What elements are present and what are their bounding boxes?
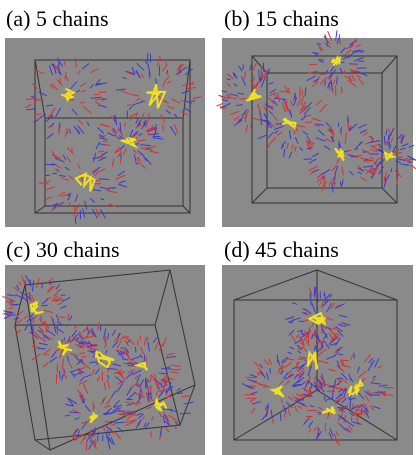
side-chain (298, 359, 307, 360)
side-chain (396, 157, 402, 158)
panel-image (222, 265, 413, 455)
side-chain (108, 333, 109, 339)
side-chain (245, 113, 246, 123)
side-chain (356, 155, 362, 156)
side-chain (86, 441, 87, 451)
side-chain (146, 357, 147, 363)
side-chain (167, 70, 168, 74)
side-chain (60, 371, 61, 379)
panel-label: (a) 5 chains (6, 6, 109, 31)
side-chain (42, 283, 43, 288)
side-chain (99, 179, 110, 180)
side-chain (113, 364, 117, 365)
side-chain (270, 368, 271, 374)
panel-label: (c) 30 chains (6, 237, 120, 262)
side-chain (166, 388, 167, 393)
figure: (a) 5 chains (b) 15 chains (c) 30 chains… (0, 0, 416, 455)
side-chain (259, 70, 260, 80)
side-chain (150, 375, 151, 382)
side-chain (52, 173, 57, 174)
panel-image (5, 38, 205, 227)
panel-label: (d) 45 chains (224, 237, 339, 262)
side-chain (333, 129, 334, 140)
side-chain (147, 53, 148, 62)
side-chain (68, 314, 69, 320)
side-chain (72, 148, 73, 152)
panel-image (217, 30, 416, 227)
side-chain (304, 159, 312, 160)
side-chain (302, 313, 307, 314)
panel-image (2, 265, 205, 455)
side-chain (103, 145, 110, 146)
side-chain (98, 432, 99, 441)
side-chain (170, 411, 178, 412)
side-chain (41, 315, 42, 320)
side-chain (302, 90, 303, 95)
side-chain (341, 87, 342, 93)
side-chain (140, 335, 141, 340)
side-chain (384, 136, 385, 145)
side-chain (277, 355, 278, 363)
side-chain (129, 415, 138, 416)
side-chain (88, 351, 96, 352)
side-chain (30, 292, 31, 297)
side-chain (383, 387, 394, 388)
side-chain (305, 122, 313, 123)
side-chain (280, 413, 281, 421)
side-chain (314, 287, 315, 296)
side-chain (118, 411, 126, 412)
side-chain (100, 325, 101, 331)
side-chain (98, 92, 106, 93)
panel-label: (b) 15 chains (224, 6, 339, 31)
